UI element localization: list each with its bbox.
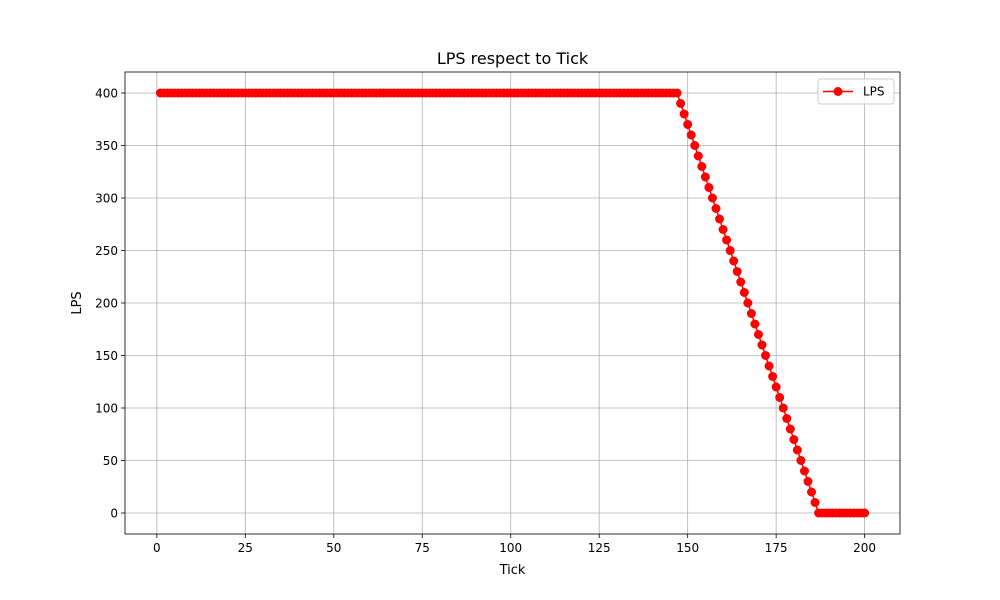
data-series bbox=[155, 88, 870, 518]
legend-box bbox=[817, 78, 895, 105]
data-point bbox=[732, 267, 742, 276]
y-tick-label: 50 bbox=[103, 454, 118, 468]
data-point bbox=[799, 466, 809, 476]
data-point bbox=[686, 130, 696, 140]
data-point bbox=[683, 120, 693, 129]
x-tick-label: 100 bbox=[499, 541, 522, 555]
data-point bbox=[704, 183, 714, 192]
data-point bbox=[707, 193, 717, 203]
data-point bbox=[700, 172, 710, 182]
data-point bbox=[743, 298, 753, 308]
data-point bbox=[810, 498, 820, 507]
data-point bbox=[753, 330, 763, 339]
data-point bbox=[764, 361, 774, 371]
data-point bbox=[679, 109, 689, 119]
x-tick-label: 175 bbox=[765, 541, 788, 555]
x-tick-label: 50 bbox=[326, 541, 341, 555]
data-point bbox=[807, 487, 817, 497]
x-tick-label: 200 bbox=[853, 541, 876, 555]
data-point bbox=[796, 456, 806, 465]
data-point bbox=[792, 445, 802, 455]
data-point bbox=[778, 403, 788, 413]
data-point bbox=[782, 414, 792, 423]
data-point bbox=[690, 141, 700, 150]
data-point bbox=[750, 319, 760, 329]
y-tick-label: 300 bbox=[95, 192, 118, 206]
x-tick-label: 25 bbox=[238, 541, 253, 555]
data-point bbox=[785, 424, 795, 434]
x-tick-label: 0 bbox=[153, 541, 161, 555]
data-point bbox=[736, 277, 746, 287]
data-point bbox=[739, 288, 749, 297]
data-point bbox=[711, 204, 721, 213]
y-tick-label: 250 bbox=[95, 244, 118, 258]
x-tick-label: 75 bbox=[415, 541, 430, 555]
data-point bbox=[697, 162, 707, 171]
data-point bbox=[725, 246, 735, 255]
data-point bbox=[771, 382, 781, 392]
data-point bbox=[860, 508, 870, 518]
data-point bbox=[676, 99, 686, 108]
legend-marker-swatch bbox=[833, 87, 843, 96]
y-tick-label: 200 bbox=[95, 297, 118, 311]
data-point bbox=[715, 214, 725, 224]
axis-ticks: 0 25 50 75 100 125 150 175 200 0 50 100 150 200 250 300… bbox=[95, 87, 876, 556]
data-point bbox=[729, 256, 739, 266]
data-point bbox=[718, 225, 728, 234]
x-tick-label: 125 bbox=[588, 541, 611, 555]
data-point bbox=[775, 393, 785, 402]
y-tick-label: 100 bbox=[95, 402, 118, 416]
y-tick-label: 400 bbox=[95, 87, 118, 101]
data-point bbox=[746, 309, 756, 318]
data-point bbox=[803, 477, 813, 486]
data-point bbox=[761, 351, 771, 360]
legend: LPS bbox=[817, 78, 895, 105]
legend-label: LPS bbox=[863, 85, 885, 99]
y-axis-label: LPS bbox=[70, 291, 85, 314]
y-tick-label: 150 bbox=[95, 349, 118, 363]
data-point bbox=[722, 235, 732, 245]
data-point bbox=[768, 372, 778, 381]
x-axis-label: Tick bbox=[499, 563, 526, 578]
grid bbox=[125, 72, 900, 534]
data-point bbox=[757, 340, 767, 350]
y-tick-label: 350 bbox=[95, 139, 118, 153]
y-tick-label: 0 bbox=[110, 507, 118, 521]
plot-frame bbox=[124, 71, 901, 535]
chart-title: LPS respect to Tick bbox=[437, 49, 589, 68]
x-tick-label: 150 bbox=[676, 541, 699, 555]
data-point bbox=[789, 435, 799, 444]
data-point bbox=[693, 151, 703, 161]
data-point bbox=[672, 88, 682, 98]
